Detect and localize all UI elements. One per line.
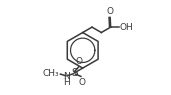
- Text: O: O: [78, 78, 85, 87]
- Text: S: S: [71, 68, 78, 78]
- Text: H: H: [64, 78, 70, 87]
- Text: OH: OH: [119, 23, 133, 32]
- Text: CH₃: CH₃: [42, 69, 59, 78]
- Text: O: O: [106, 7, 113, 16]
- Text: N: N: [64, 72, 70, 81]
- Text: O: O: [76, 57, 83, 66]
